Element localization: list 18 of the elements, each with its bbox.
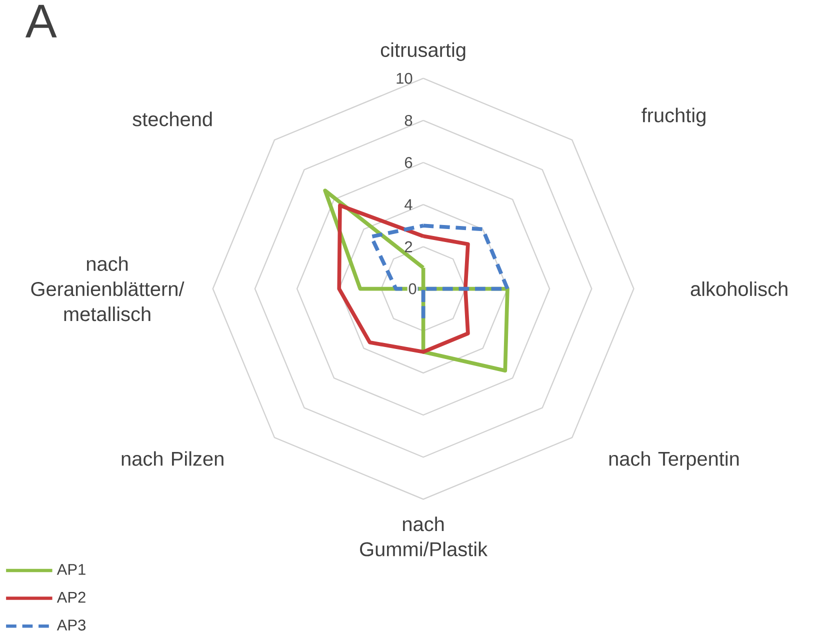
- y-tick-label: 2: [404, 242, 412, 252]
- chart-title: A: [25, 5, 57, 38]
- y-tick-label: 8: [404, 115, 412, 126]
- y-tick-label: 4: [404, 200, 412, 210]
- legend-label: AP2: [56, 592, 86, 603]
- legend-label: AP3: [56, 620, 86, 631]
- spoke-label: citrusartig: [380, 42, 466, 62]
- spoke-label: nach Pilzen: [122, 451, 224, 466]
- y-tick-label: 6: [404, 157, 412, 168]
- y-tick-label: 10: [396, 73, 412, 84]
- spoke-label: nach Terpentin: [609, 451, 739, 470]
- spoke-label: nach Geranienblättern/ metallisch: [31, 256, 184, 322]
- spoke-label: alkoholisch: [690, 282, 788, 296]
- spoke-label: stechend: [132, 112, 212, 127]
- legend-label: AP1: [56, 564, 86, 576]
- y-tick-label: 0: [408, 284, 416, 295]
- spoke-label: fruchtig: [642, 108, 706, 127]
- spoke-label: nach Gummi/Plastik: [360, 516, 488, 557]
